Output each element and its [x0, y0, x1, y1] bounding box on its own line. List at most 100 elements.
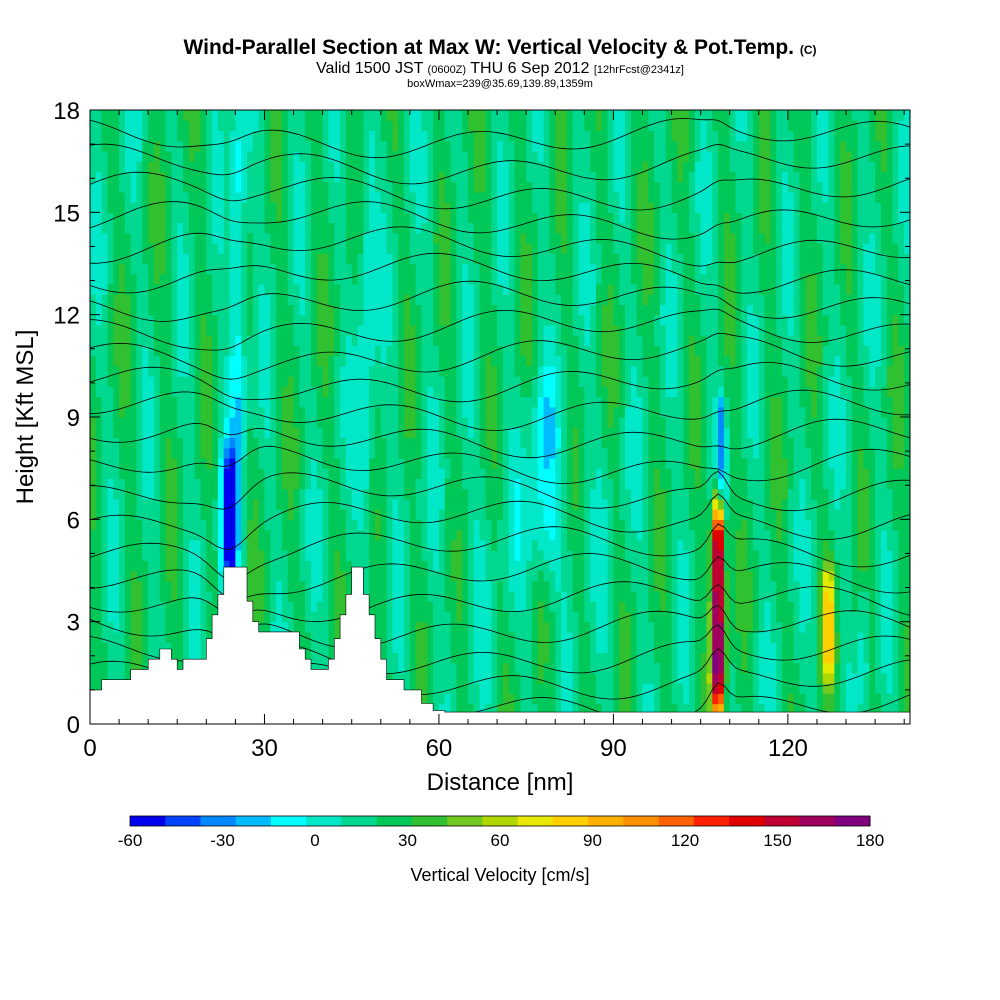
velocity-cell	[380, 355, 388, 367]
velocity-cell	[450, 386, 457, 398]
velocity-cell	[165, 621, 173, 633]
velocity-cell	[357, 406, 364, 418]
velocity-cell	[258, 590, 266, 602]
velocity-cell	[415, 376, 423, 387]
velocity-cell	[369, 386, 376, 398]
velocity-cell	[444, 417, 452, 428]
velocity-cell	[95, 611, 103, 623]
velocity-cell	[863, 570, 870, 582]
velocity-cell	[595, 539, 603, 551]
velocity-cell	[811, 406, 818, 418]
velocity-cell	[200, 417, 207, 428]
velocity-cell	[404, 580, 411, 592]
velocity-cell	[630, 396, 638, 408]
velocity-cell	[90, 601, 97, 613]
velocity-cell	[752, 519, 760, 531]
velocity-cell	[578, 376, 585, 387]
velocity-cell	[281, 488, 289, 500]
velocity-cell	[694, 396, 702, 408]
velocity-cell	[258, 509, 266, 520]
velocity-cell	[689, 550, 696, 561]
velocity-cell	[630, 631, 638, 643]
velocity-cell	[310, 406, 318, 418]
velocity-cell	[700, 601, 708, 613]
velocity-cell	[526, 539, 533, 551]
velocity-cell	[276, 519, 283, 531]
velocity-cell	[648, 652, 655, 664]
velocity-cell	[578, 498, 585, 510]
velocity-cell	[305, 488, 312, 500]
velocity-cell	[148, 396, 155, 408]
velocity-cell	[636, 539, 644, 551]
velocity-cell	[770, 580, 777, 592]
velocity-cell	[270, 468, 277, 479]
velocity-cell	[485, 488, 492, 500]
velocity-cell	[671, 488, 678, 500]
velocity-cell	[502, 590, 510, 602]
velocity-cell	[776, 519, 783, 531]
velocity-cell	[404, 437, 411, 449]
velocity-cell	[369, 539, 376, 551]
velocity-cell	[886, 457, 894, 469]
velocity-cell	[595, 406, 603, 418]
velocity-cell	[433, 488, 440, 500]
velocity-cell	[456, 621, 463, 633]
velocity-cell	[706, 703, 713, 715]
velocity-cell	[770, 417, 777, 428]
velocity-cell	[165, 427, 173, 439]
velocity-cell	[613, 396, 620, 408]
velocity-cell	[404, 550, 411, 561]
velocity-cell	[101, 539, 109, 551]
velocity-cell	[566, 488, 574, 500]
velocity-cell	[787, 529, 795, 541]
velocity-cell	[665, 693, 673, 705]
velocity-cell	[654, 396, 661, 408]
velocity-cell	[770, 365, 777, 377]
velocity-cell	[252, 437, 260, 449]
velocity-cell	[206, 529, 213, 541]
velocity-cell	[869, 406, 876, 418]
velocity-cell	[322, 509, 330, 520]
velocity-cell	[462, 652, 469, 664]
velocity-cell	[607, 365, 615, 377]
velocity-cell	[438, 560, 446, 572]
velocity-cell	[508, 457, 516, 469]
velocity-cell	[648, 590, 655, 602]
velocity-cell	[479, 519, 487, 531]
velocity-cell	[398, 498, 405, 510]
velocity-cell	[119, 672, 126, 684]
velocity-cell	[555, 529, 562, 541]
velocity-cell	[875, 580, 882, 592]
velocity-cell	[904, 468, 910, 479]
velocity-cell	[892, 570, 899, 582]
velocity-cell	[508, 478, 516, 490]
velocity-cell	[479, 386, 487, 398]
velocity-cell	[316, 642, 324, 653]
velocity-cell	[904, 509, 910, 520]
velocity-cell	[735, 672, 742, 684]
velocity-cell	[287, 570, 295, 582]
velocity-cell	[537, 417, 545, 428]
velocity-cell	[642, 488, 649, 500]
velocity-cell	[153, 631, 161, 643]
velocity-cell	[892, 417, 899, 428]
velocity-cell	[217, 417, 225, 428]
velocity-cell	[659, 406, 667, 418]
velocity-cell	[689, 590, 696, 602]
velocity-cell	[555, 498, 562, 510]
velocity-cell	[706, 621, 713, 633]
velocity-cell	[625, 417, 632, 428]
velocity-cell	[113, 519, 120, 531]
velocity-cell	[119, 652, 126, 664]
velocity-cell	[421, 621, 428, 633]
velocity-cell	[200, 519, 207, 531]
velocity-cell	[438, 509, 446, 520]
velocity-cell	[822, 560, 830, 572]
velocity-cell	[136, 621, 143, 633]
velocity-cell	[252, 478, 260, 490]
velocity-cell	[409, 590, 417, 602]
velocity-cell	[183, 621, 190, 633]
velocity-cell	[654, 386, 661, 398]
velocity-cell	[723, 519, 731, 531]
velocity-cell	[142, 652, 149, 664]
